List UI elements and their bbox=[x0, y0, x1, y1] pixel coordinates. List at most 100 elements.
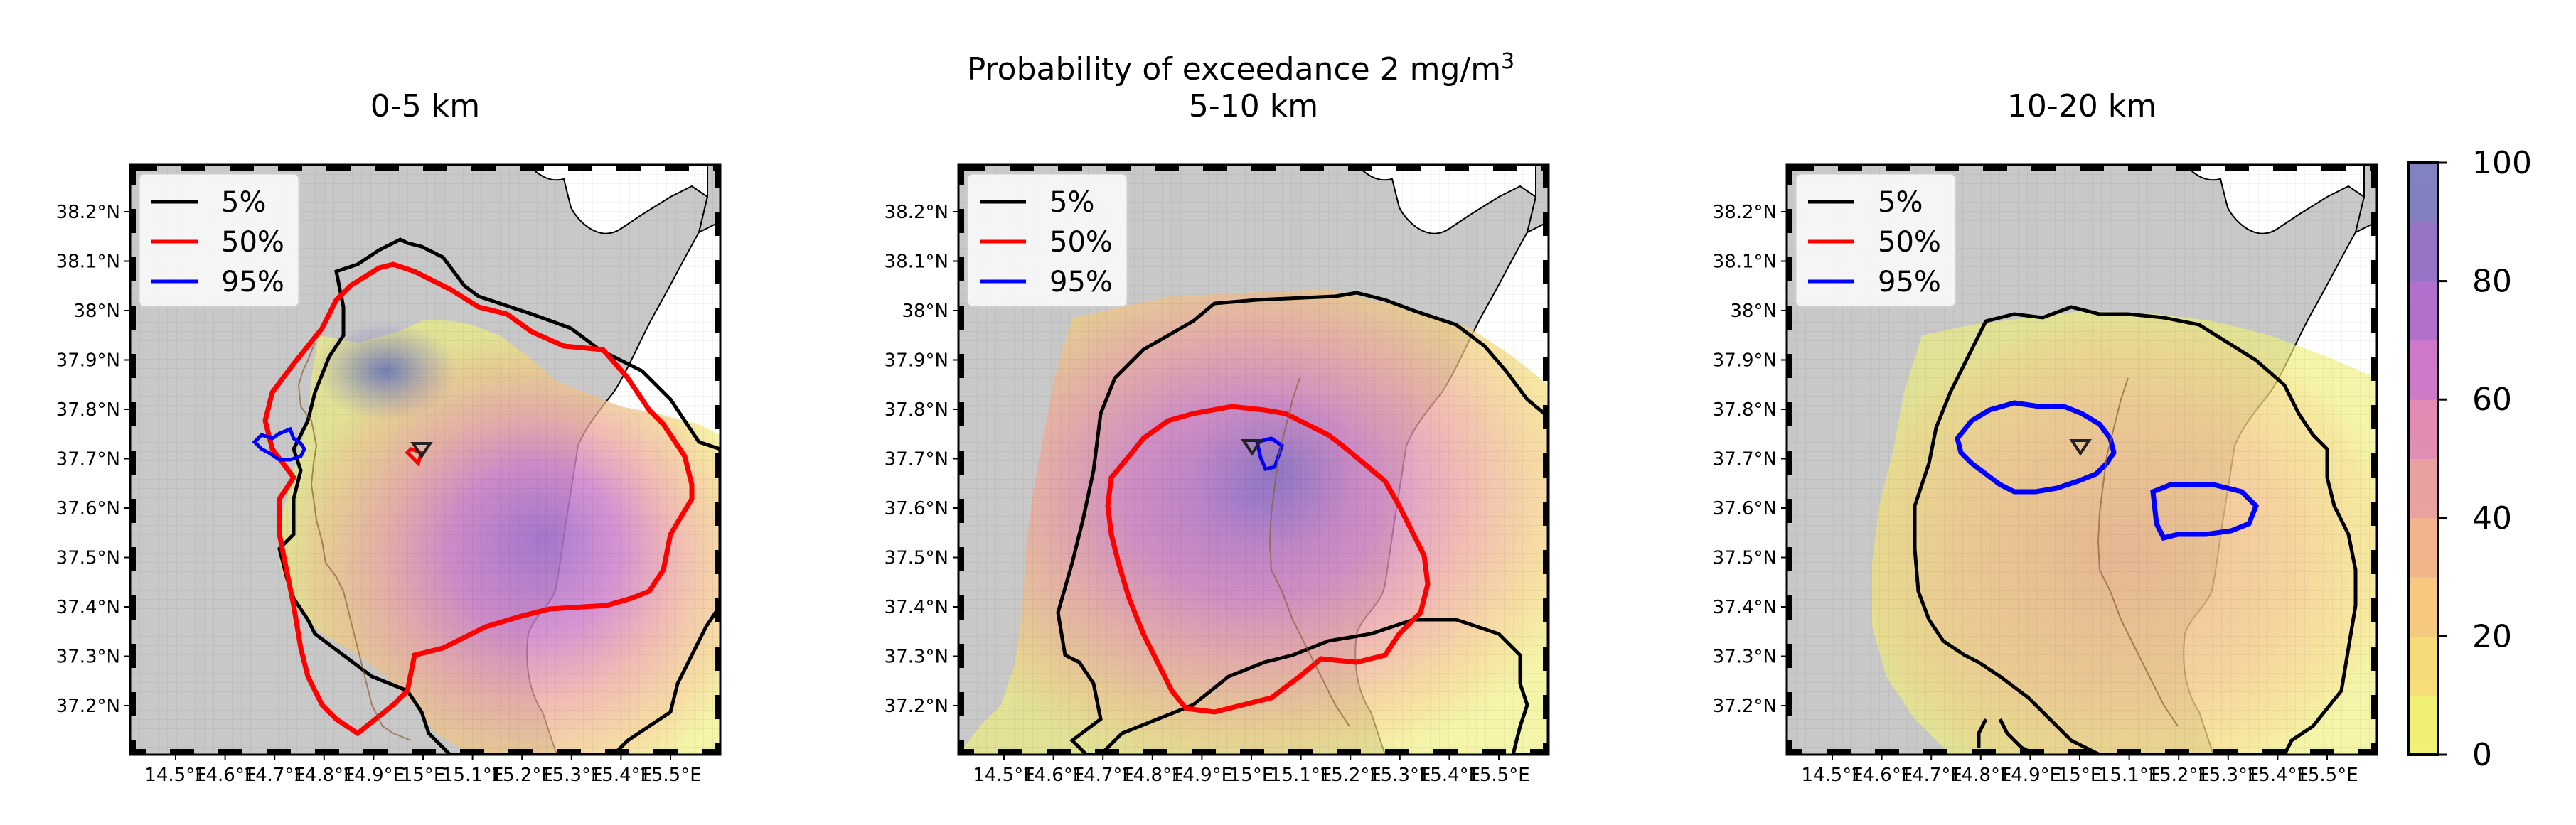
legend-95pct: 95% bbox=[1878, 266, 1941, 298]
lat-tick-label: 37.6°N bbox=[1713, 498, 1777, 519]
colorbar-band bbox=[2408, 163, 2438, 222]
lat-tick-label: 37.9°N bbox=[56, 350, 120, 372]
lat-axis: 38.2°N 38.1°N 38°N 37.9°N 37.8°N 37.7°N 37.6°N… bbox=[1713, 202, 1787, 717]
colorbar-band bbox=[2408, 517, 2438, 578]
lon-tick-label: 15°E bbox=[401, 765, 446, 786]
contour-95pct bbox=[1955, 400, 2117, 495]
lat-tick-label: 38.1°N bbox=[1713, 252, 1777, 273]
contour-95pct-lobe bbox=[2150, 482, 2260, 541]
lon-tick-label: 14.9°E bbox=[1171, 765, 1233, 786]
lat-tick-label: 37.8°N bbox=[885, 399, 948, 421]
colorbar-band bbox=[2408, 636, 2438, 696]
lat-tick-label: 38.2°N bbox=[1713, 202, 1777, 223]
lat-tick-label: 37.5°N bbox=[885, 548, 948, 569]
lat-tick-label: 37.3°N bbox=[1713, 647, 1777, 668]
contour-95pct bbox=[1255, 436, 1284, 471]
panel-title: 0-5 km bbox=[370, 88, 480, 124]
lon-tick-label: 14.8°E bbox=[1121, 765, 1183, 786]
lon-tick-label: 14.6°E bbox=[194, 765, 256, 786]
panel-title: 10-20 km bbox=[2007, 88, 2157, 124]
colorbar-tick-label: 80 bbox=[2472, 264, 2512, 300]
coastline-detail bbox=[1268, 377, 1350, 727]
legend-50pct: 50% bbox=[1878, 226, 1941, 259]
dashed-border bbox=[958, 165, 1549, 755]
lon-tick-label: 15.4°E bbox=[1418, 765, 1480, 786]
contour-50pct bbox=[262, 261, 695, 737]
lon-tick-label: 15.1°E bbox=[2098, 765, 2160, 786]
lat-tick-label: 38.2°N bbox=[56, 202, 120, 223]
contour-95pct bbox=[252, 426, 306, 462]
lon-tick-label: 15.4°E bbox=[590, 765, 652, 786]
panel-10-20km: 10-20 km 5% 50% 95% 38.2°N 38.1°N 38°N 37.9… bbox=[1713, 88, 2378, 786]
contour-5pct bbox=[277, 237, 720, 755]
legend-5pct: 5% bbox=[1878, 186, 1923, 219]
legend-50pct: 50% bbox=[1049, 226, 1113, 259]
lon-tick-label: 15.5°E bbox=[1468, 765, 1529, 786]
legend-5pct: 5% bbox=[221, 186, 266, 219]
lat-tick-label: 37.4°N bbox=[885, 597, 948, 618]
panel-title: 5-10 km bbox=[1189, 88, 1318, 124]
lat-tick-label: 38°N bbox=[73, 301, 120, 322]
legend-50pct: 50% bbox=[221, 226, 284, 259]
lat-tick-label: 37.8°N bbox=[1713, 399, 1777, 421]
legend-95pct: 95% bbox=[1049, 266, 1113, 298]
lon-tick-label: 15.5°E bbox=[639, 765, 701, 786]
colorbar-tick-label: 60 bbox=[2472, 382, 2512, 418]
lon-tick-label: 14.8°E bbox=[1950, 765, 2011, 786]
colorbar-bands bbox=[2408, 163, 2438, 755]
lon-tick-label: 15.4°E bbox=[2247, 765, 2309, 786]
lon-tick-label: 15.2°E bbox=[1320, 765, 1381, 786]
lat-tick-label: 37.9°N bbox=[1713, 350, 1777, 372]
lat-tick-label: 37.5°N bbox=[1713, 548, 1777, 569]
colorbar-tick-label: 40 bbox=[2472, 500, 2512, 536]
lat-tick-label: 38.1°N bbox=[56, 252, 120, 273]
lat-tick-label: 37.2°N bbox=[885, 696, 948, 717]
triangle-icon bbox=[2069, 439, 2092, 456]
colorbar-band bbox=[2408, 577, 2438, 637]
lat-tick-label: 38.1°N bbox=[885, 252, 948, 273]
lon-tick-label: 15.3°E bbox=[2197, 765, 2259, 786]
lon-axis: 14.5°E14.6°E14.7°E14.8°E14.9°E15°E15.1°E… bbox=[144, 755, 702, 786]
legend-5pct: 5% bbox=[1049, 186, 1094, 219]
colorbar-tick-label: 0 bbox=[2472, 737, 2492, 773]
colorbar-band bbox=[2408, 340, 2438, 400]
lat-tick-label: 37.4°N bbox=[1713, 597, 1777, 618]
lon-tick-label: 14.9°E bbox=[1999, 765, 2061, 786]
lat-tick-label: 37.6°N bbox=[56, 498, 120, 519]
contour-50pct bbox=[1105, 404, 1431, 715]
coastline-detail bbox=[297, 342, 412, 741]
colorbar-tick-label: 20 bbox=[2472, 618, 2512, 654]
lat-tick-label: 38°N bbox=[1730, 301, 1777, 322]
coastline-detail bbox=[2097, 377, 2179, 727]
lat-tick-label: 37.2°N bbox=[56, 696, 120, 717]
figure-suptitle: Probability of exceedance 2 mg/m3 bbox=[967, 49, 1514, 87]
lon-tick-label: 15.1°E bbox=[442, 765, 503, 786]
panel-0-5km: 0-5 km 5% 50% 95% 38.2°N 38.1°N 38°N 37.9°N… bbox=[56, 88, 722, 786]
lon-tick-label: 15.3°E bbox=[1369, 765, 1431, 786]
colorbar-tick-label: 100 bbox=[2472, 145, 2532, 181]
lon-tick-label: 15.3°E bbox=[540, 765, 602, 786]
dashed-border bbox=[130, 165, 720, 755]
triangle-icon bbox=[1241, 439, 1263, 456]
lon-tick-label: 14.5°E bbox=[1801, 765, 1863, 786]
lon-tick-label: 15.2°E bbox=[491, 765, 553, 786]
colorbar-band bbox=[2408, 222, 2438, 282]
lon-tick-label: 14.5°E bbox=[973, 765, 1035, 786]
contour-5pct bbox=[1913, 305, 2358, 755]
colorbar-band bbox=[2408, 695, 2438, 755]
lat-tick-label: 37.9°N bbox=[885, 350, 948, 372]
lon-tick-label: 14.5°E bbox=[144, 765, 206, 786]
dashed-border bbox=[1787, 165, 2377, 755]
lon-tick-label: 15.5°E bbox=[2296, 765, 2358, 786]
lat-tick-label: 37.6°N bbox=[885, 498, 948, 519]
lon-tick-label: 14.9°E bbox=[343, 765, 405, 786]
lon-tick-label: 15.1°E bbox=[1270, 765, 1332, 786]
lat-tick-label: 38.2°N bbox=[885, 202, 948, 223]
colorbar-band bbox=[2408, 281, 2438, 341]
lat-tick-label: 37.4°N bbox=[56, 597, 120, 618]
colorbar-band bbox=[2408, 458, 2438, 519]
lon-axis: 14.5°E14.6°E14.7°E14.8°E14.9°E15°E15.1°E… bbox=[973, 755, 1530, 786]
panel-5-10km: 5-10 km 5% 50% 95% 38.2°N 38.1°N 38°N 37.9°… bbox=[885, 88, 1550, 786]
legend-95pct: 95% bbox=[221, 266, 284, 298]
